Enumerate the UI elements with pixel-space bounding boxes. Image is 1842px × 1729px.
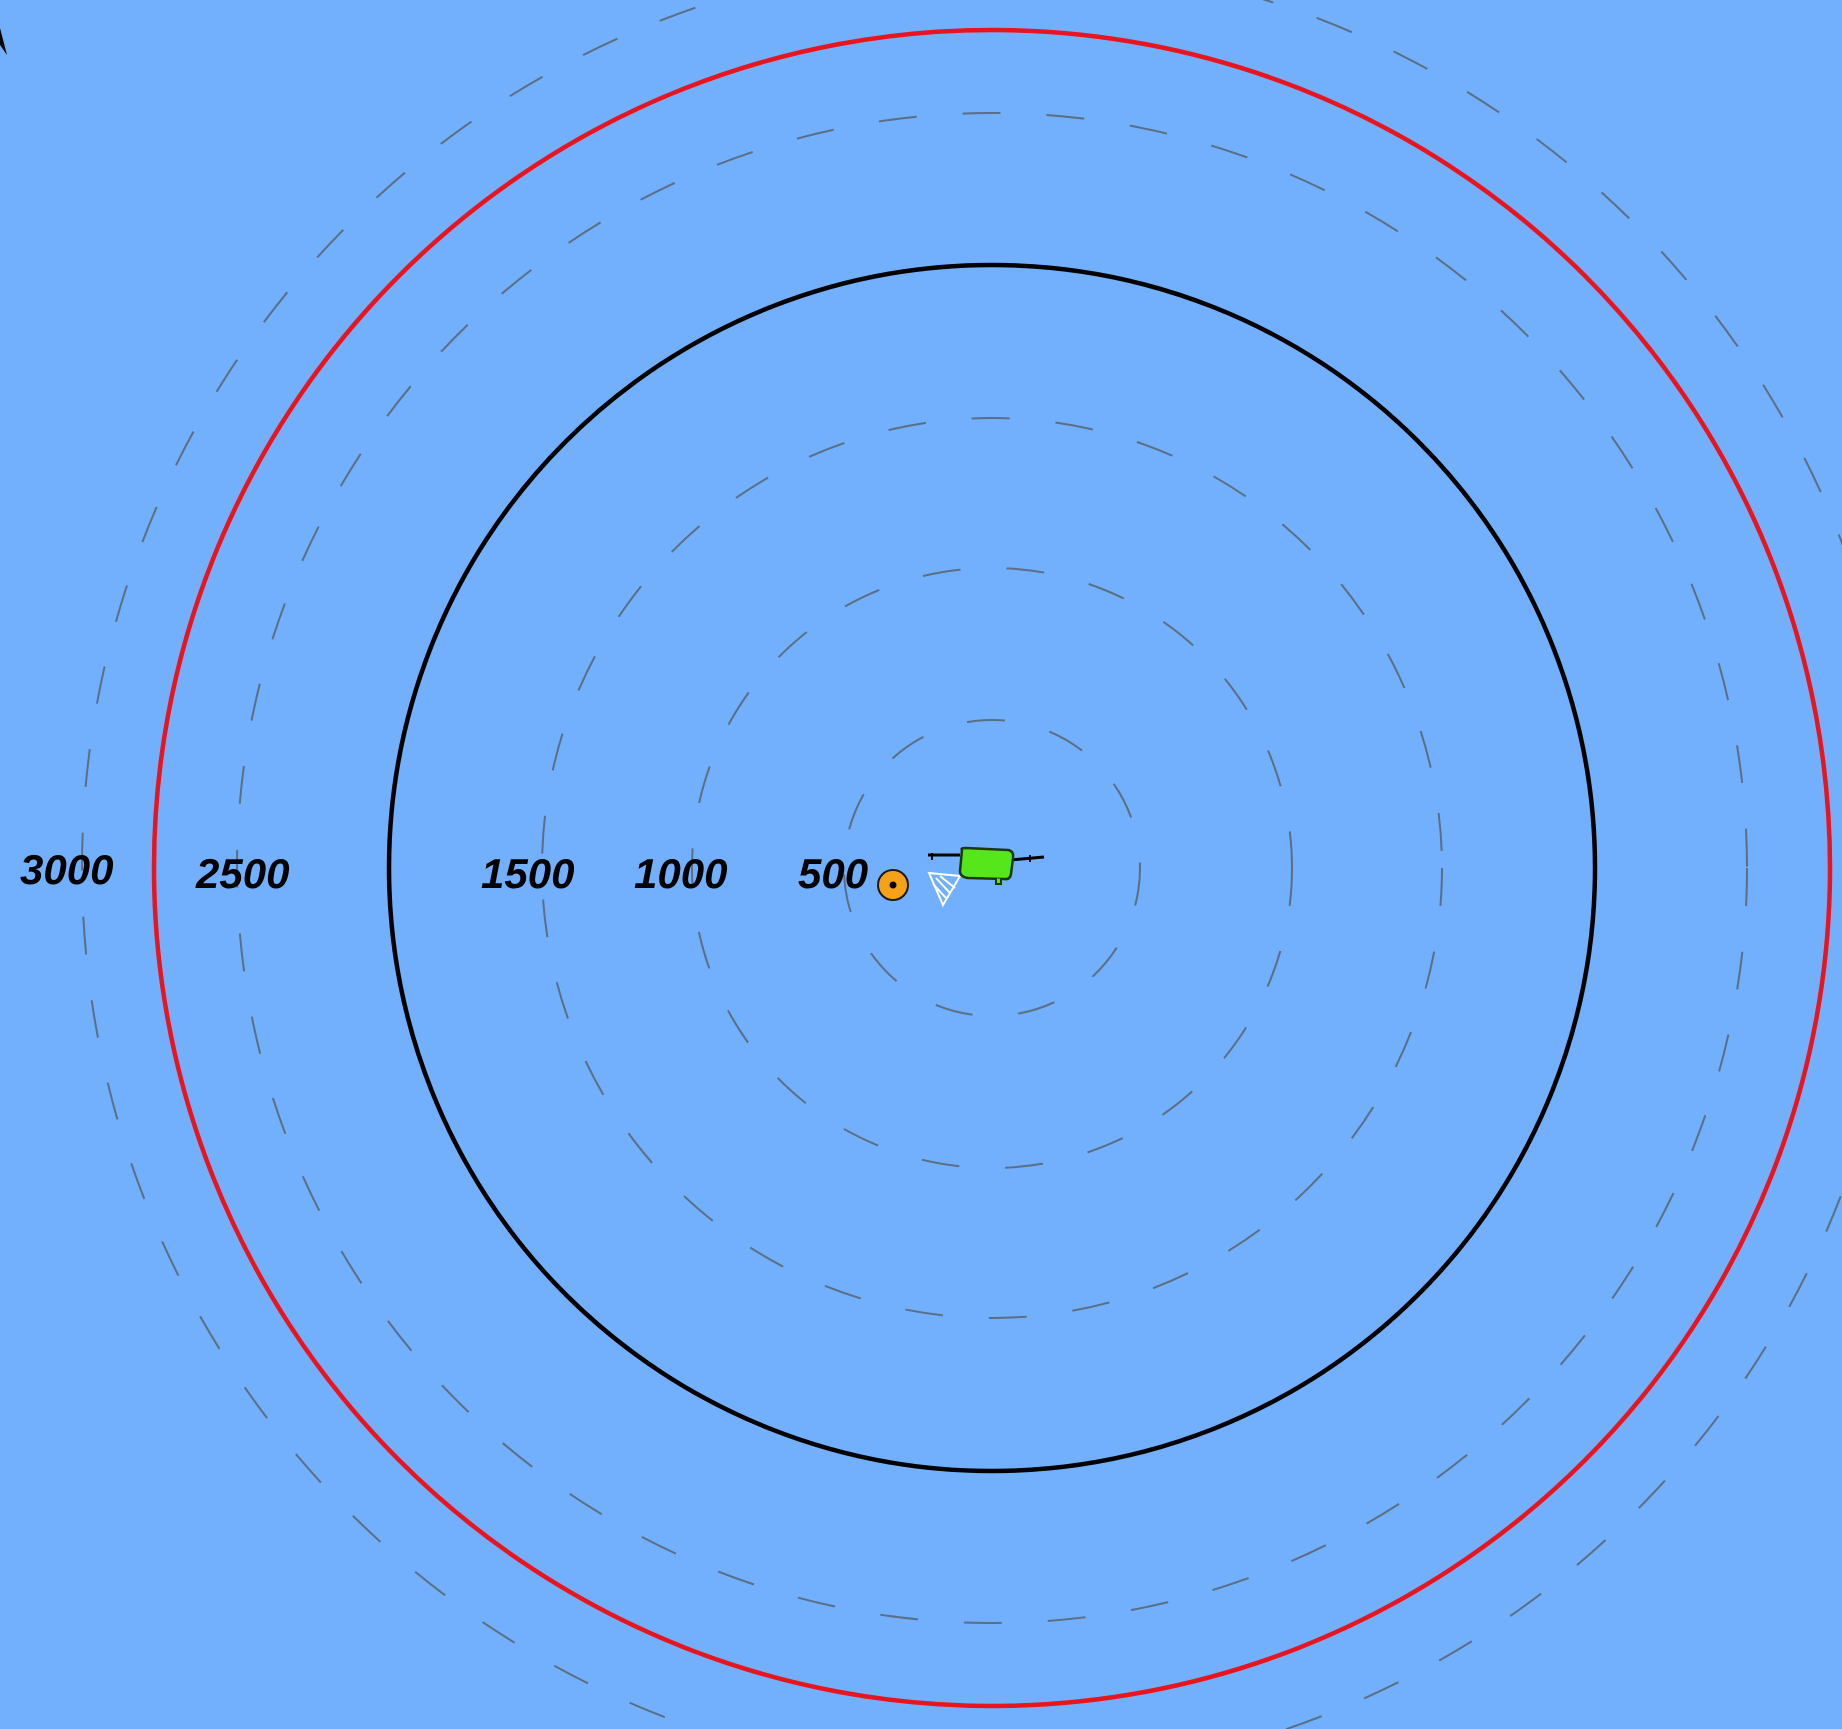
guide-ring [691, 567, 1293, 1169]
green-vessel-icon[interactable] [928, 846, 1045, 885]
guide-ring [236, 112, 1748, 1624]
warning-ring [151, 27, 1833, 1709]
wake-icon [927, 871, 962, 908]
guide-ring [81, 0, 1842, 1729]
boundary-ring [386, 262, 1598, 1474]
cursor-arrow-icon [0, 28, 7, 55]
range-label-2500: 2500 [195, 850, 289, 897]
guide-ring [843, 719, 1141, 1017]
range-label-1000: 1000 [634, 850, 727, 897]
range-label-1500: 1500 [481, 850, 574, 897]
guide-ring [541, 417, 1443, 1319]
range-label-500: 500 [798, 850, 868, 897]
range-label-3000: 3000 [20, 846, 113, 893]
orange-buoy-icon[interactable] [877, 869, 909, 901]
guide-rings [81, 0, 1842, 1729]
